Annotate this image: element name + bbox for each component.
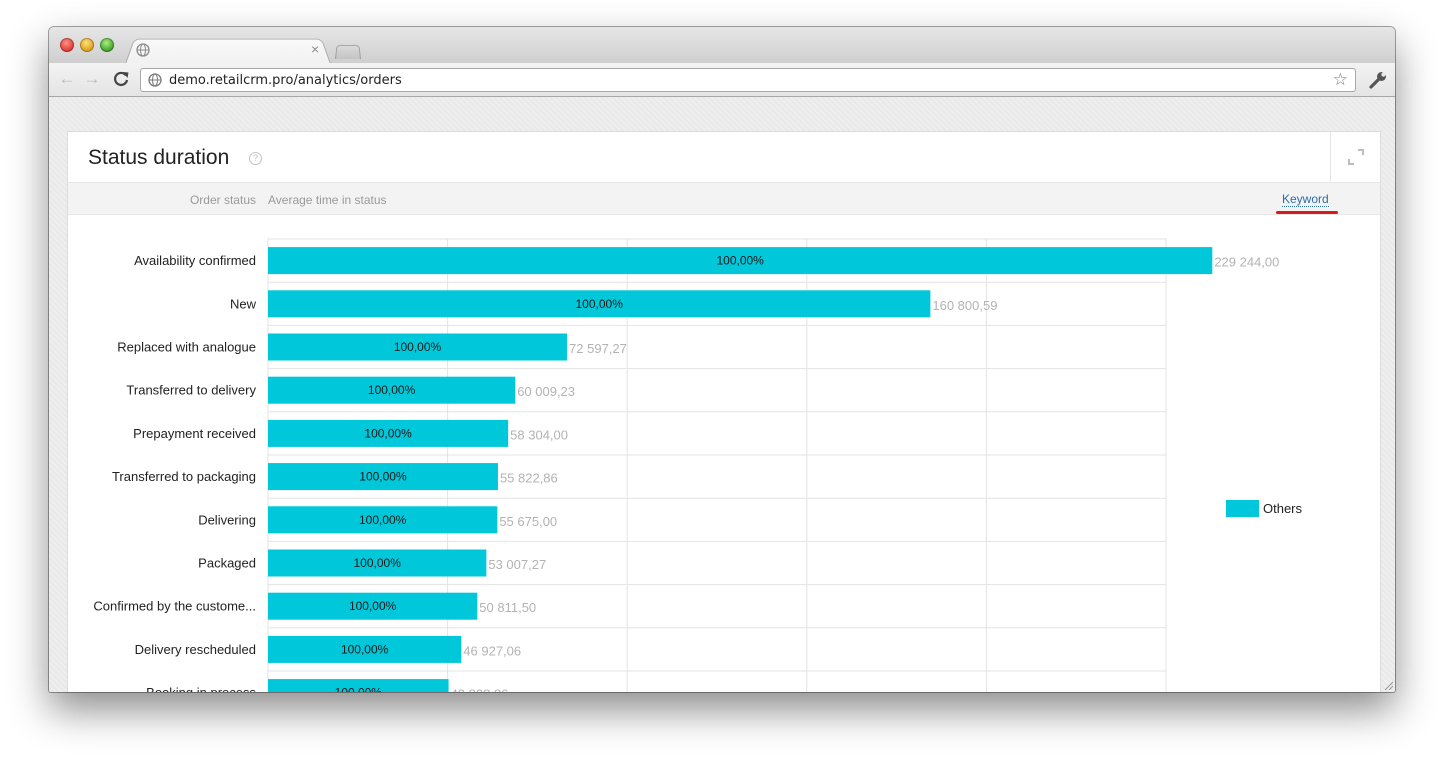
bar xyxy=(268,376,516,404)
bookmark-star-icon[interactable]: ☆ xyxy=(1332,70,1348,89)
reload-icon[interactable] xyxy=(111,69,131,89)
bar-value-label: 43 838,86 xyxy=(451,687,509,692)
bar xyxy=(268,679,449,692)
column-header-order-status: Order status xyxy=(189,193,256,207)
legend-swatch xyxy=(1226,500,1259,517)
forward-icon[interactable]: → xyxy=(83,69,101,88)
bar xyxy=(268,549,487,577)
category-label: Replaced with analogue xyxy=(117,340,256,355)
bar-percent-label: 100,00% xyxy=(341,642,389,656)
bar-percent-label: 100,00% xyxy=(353,556,401,570)
bar xyxy=(268,247,1213,275)
title-bar: × xyxy=(49,27,1395,64)
category-label: Confirmed by the custome... xyxy=(93,599,256,614)
column-header-average-time: Average time in status xyxy=(268,193,387,207)
bar xyxy=(268,333,568,361)
bar-value-label: 53 007,27 xyxy=(488,557,546,572)
browser-toolbar: ← → demo.retailcrm.pro/analytics/orders … xyxy=(49,63,1395,97)
minimize-window-button[interactable] xyxy=(80,38,94,52)
expand-icon xyxy=(1348,149,1364,165)
table-subheader: Order status Average time in status Keyw… xyxy=(68,182,1380,215)
bar xyxy=(268,506,498,534)
resize-grip-icon[interactable] xyxy=(1383,680,1393,690)
page-content: Status duration ? Order status Average t… xyxy=(49,97,1395,692)
bar xyxy=(268,635,462,663)
category-label: Availability confirmed xyxy=(134,253,256,268)
bar xyxy=(268,592,478,620)
back-icon[interactable]: ← xyxy=(58,69,76,88)
bar-value-label: 72 597,27 xyxy=(569,341,627,356)
browser-window: × ← → demo.retailcrm.pro/analytics/order… xyxy=(49,27,1395,692)
browser-tab[interactable] xyxy=(125,38,331,64)
bar-value-label: 46 927,06 xyxy=(463,643,521,658)
bar-percent-label: 100,00% xyxy=(368,383,416,397)
expand-button[interactable] xyxy=(1330,132,1380,182)
bar-percent-label: 100,00% xyxy=(359,470,407,484)
bar-value-label: 58 304,00 xyxy=(510,427,568,442)
category-label: Transferred to delivery xyxy=(126,383,256,398)
close-tab-icon[interactable]: × xyxy=(311,41,320,57)
annotation-underline xyxy=(1276,211,1338,214)
category-label: Delivery rescheduled xyxy=(135,642,256,657)
bar xyxy=(268,419,509,447)
bar-value-label: 160 800,59 xyxy=(932,298,997,313)
globe-icon xyxy=(148,73,162,87)
help-icon[interactable]: ? xyxy=(249,152,262,165)
status-duration-chart: Availability confirmed 100,00% 229 244,00 N… xyxy=(93,238,1279,692)
keyword-link[interactable]: Keyword xyxy=(1282,192,1329,207)
bar-value-label: 60 009,23 xyxy=(517,384,575,399)
bar-percent-label: 100,00% xyxy=(364,426,412,440)
bar xyxy=(268,463,498,491)
bar-value-label: 55 675,00 xyxy=(499,514,557,529)
category-label: New xyxy=(230,296,257,311)
bar-percent-label: 100,00% xyxy=(359,513,407,527)
category-label: Delivering xyxy=(198,512,256,527)
bar-percent-label: 100,00% xyxy=(576,297,624,311)
url-text: demo.retailcrm.pro/analytics/orders xyxy=(169,73,402,88)
category-label: Packaged xyxy=(198,556,256,571)
new-tab-button[interactable] xyxy=(335,45,361,59)
category-label: Prepayment received xyxy=(133,426,256,441)
bar-percent-label: 100,00% xyxy=(349,599,397,613)
close-window-button[interactable] xyxy=(60,38,74,52)
zoom-window-button[interactable] xyxy=(100,38,114,52)
bar-value-label: 50 811,50 xyxy=(479,600,536,615)
status-duration-panel: Status duration ? Order status Average t… xyxy=(67,131,1381,692)
bar-percent-label: 100,00% xyxy=(394,340,442,354)
bar-percent-label: 100,00% xyxy=(716,254,764,268)
bar-percent-label: 100,00% xyxy=(335,686,383,692)
address-bar[interactable]: demo.retailcrm.pro/analytics/orders ☆ xyxy=(140,68,1356,92)
bar-value-label: 55 822,86 xyxy=(500,471,558,486)
bar-value-label: 229 244,00 xyxy=(1214,255,1279,270)
legend-label[interactable]: Others xyxy=(1263,501,1303,516)
category-label: Booking in process xyxy=(146,685,256,692)
panel-title: Status duration xyxy=(88,146,230,169)
category-label: Transferred to packaging xyxy=(112,469,256,484)
wrench-icon[interactable] xyxy=(1367,69,1389,91)
globe-icon xyxy=(136,43,150,57)
bar xyxy=(268,290,931,318)
